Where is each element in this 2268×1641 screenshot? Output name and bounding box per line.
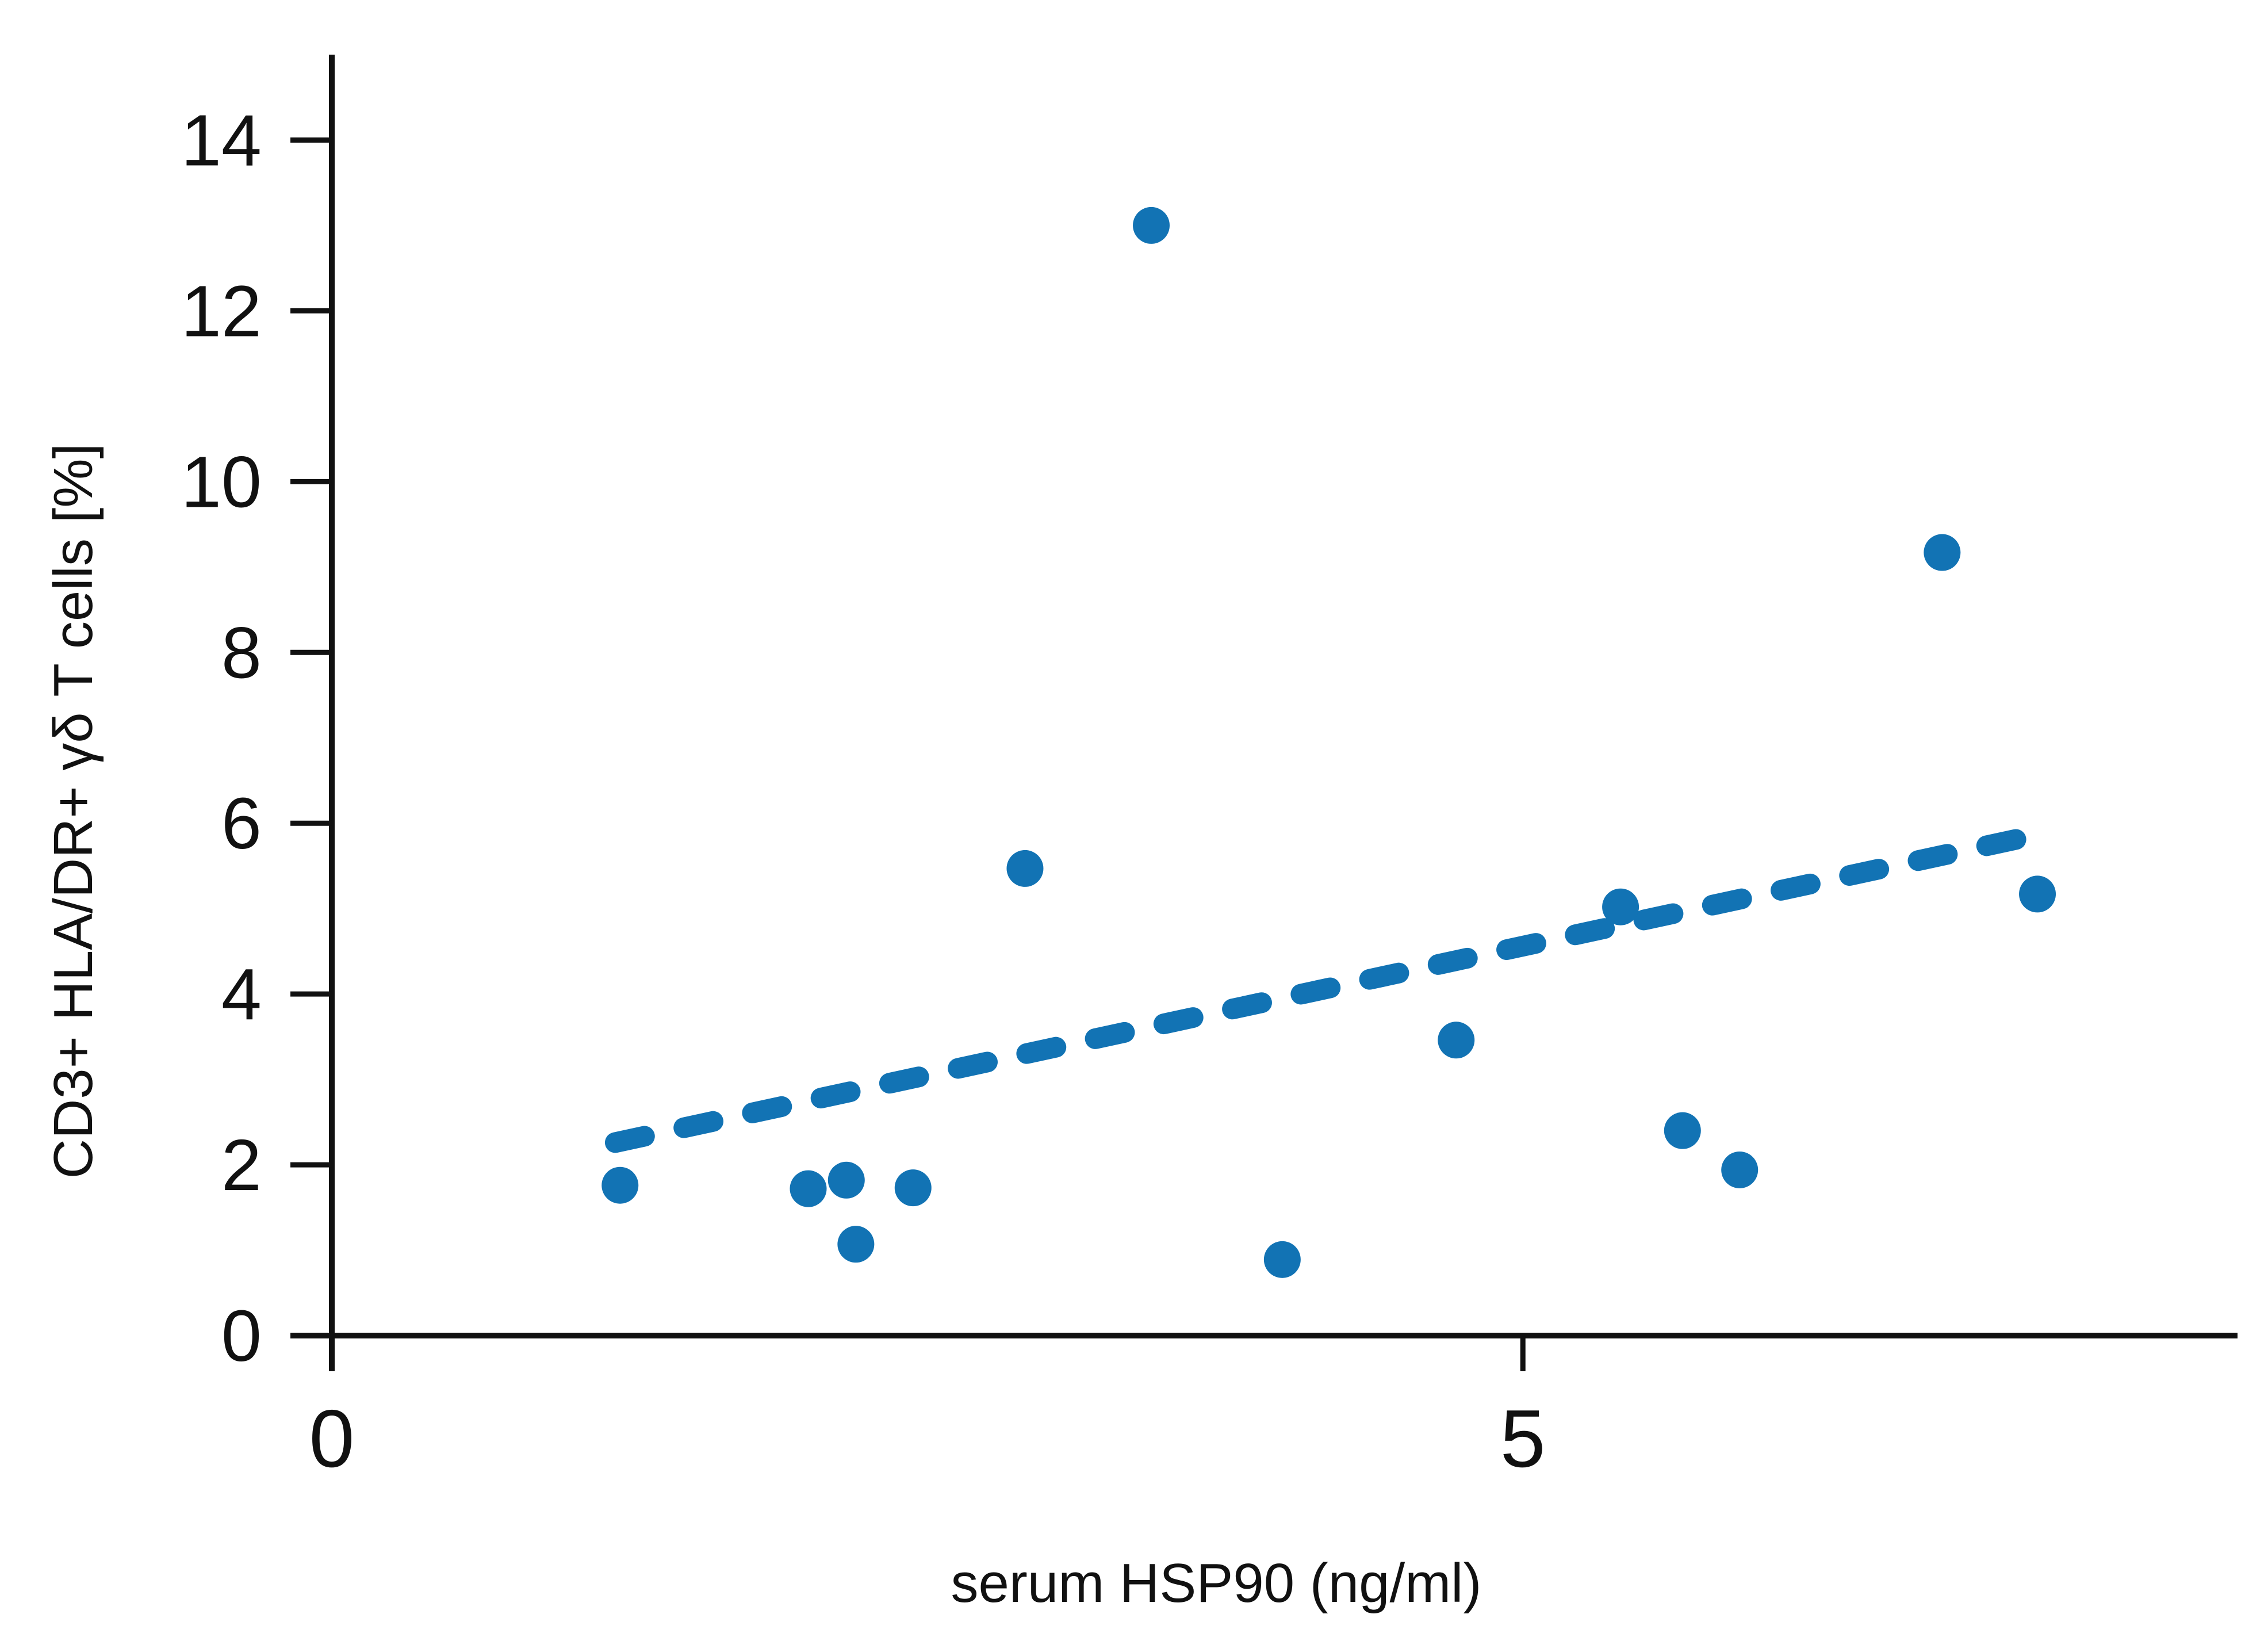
data-point: [602, 1166, 639, 1204]
y-tick-label: 4: [221, 954, 262, 1035]
y-tick-label: 0: [221, 1295, 262, 1376]
y-tick-label: 8: [221, 612, 262, 693]
data-point: [894, 1169, 932, 1207]
data-points: [602, 206, 2056, 1278]
x-axis-title: serum HSP90 (ng/ml): [951, 1552, 1482, 1614]
data-point: [1133, 206, 1170, 244]
data-point: [1602, 888, 1639, 925]
trend-line: [604, 826, 2039, 1153]
data-point: [790, 1170, 827, 1207]
data-point: [1438, 1022, 1475, 1059]
tick-marks: [290, 137, 1526, 1371]
data-point: [827, 1161, 865, 1199]
y-tick-label: 10: [181, 441, 262, 522]
data-point: [1924, 534, 1961, 571]
y-tick-label: 14: [181, 100, 262, 181]
data-point: [2019, 875, 2056, 913]
x-tick-label: 5: [1500, 1393, 1546, 1485]
data-point: [1664, 1112, 1701, 1149]
axes: [290, 55, 2238, 1371]
tick-labels: 0 2 4 6 8 10 12 14 0 5: [181, 100, 1546, 1485]
y-tick-label: 12: [181, 270, 262, 351]
data-point: [1263, 1241, 1301, 1278]
x-tick-label: 0: [309, 1393, 355, 1485]
y-tick-label: 6: [221, 783, 262, 864]
y-axis-title: CD3+ HLA/DR+ γδ T cells [%]: [43, 443, 104, 1179]
data-point: [1006, 850, 1044, 887]
y-tick-label: 2: [221, 1124, 262, 1206]
trend-dashed-line: [604, 826, 2039, 1153]
data-point: [1721, 1151, 1759, 1188]
data-point: [837, 1226, 875, 1263]
